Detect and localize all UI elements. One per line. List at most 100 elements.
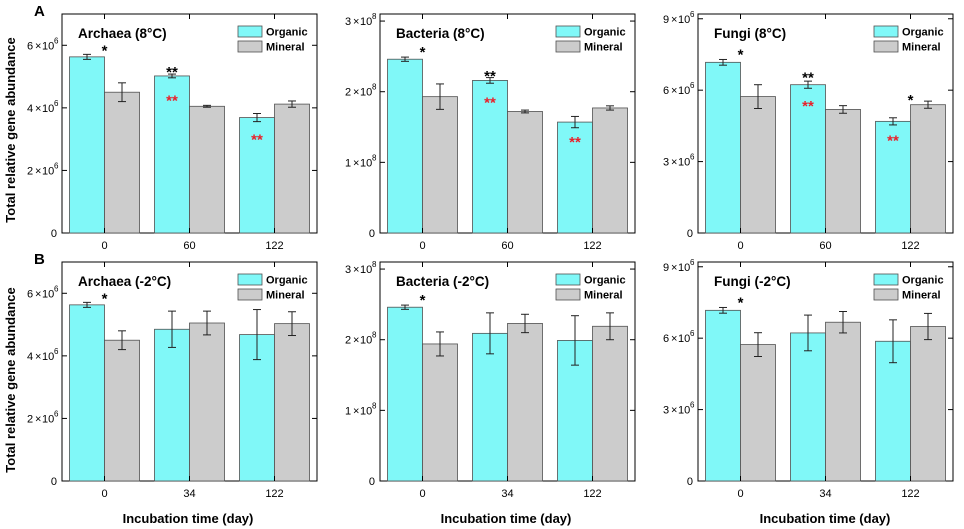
chart-2-bar-mineral-122: [910, 104, 946, 234]
chart-5-ytick-times: ×: [671, 262, 677, 274]
panel-label-a: A: [34, 3, 45, 20]
chart-1-ytick-times: ×: [353, 16, 359, 28]
chart-5-bar-mineral-122: [910, 326, 946, 482]
chart-3-bar-organic-0: [69, 304, 105, 482]
chart-3-bar-mineral-122: [274, 323, 310, 482]
chart-4-bar-organic-0: [387, 306, 423, 482]
chart-4-legend-label-organic: Organic: [584, 275, 626, 287]
chart-1-legend-label-mineral: Mineral: [584, 42, 623, 54]
chart-1-ytick-exponent: 8: [372, 153, 377, 162]
chart-2-legend-swatch-organic: [873, 25, 899, 38]
chart-4: 01 × 10 82 × 10 83 × 10 80 34 122*Bacteria (-2°C) Or…: [345, 260, 636, 500]
chart-1-bar-organic-122: [557, 121, 593, 234]
chart-0-legend-label-mineral: Mineral: [266, 42, 305, 54]
chart-5-ytick-label: 6: [663, 333, 669, 345]
chart-0-ytick-label: 4: [27, 103, 33, 115]
chart-3-ytick-label: 4: [27, 351, 33, 363]
chart-3-bar-organic-34: [154, 328, 190, 482]
chart-2-ytick-times: ×: [671, 14, 677, 26]
chart-5-bar-mineral-34: [825, 321, 861, 482]
chart-2-ytick-exponent: 6: [690, 153, 695, 162]
chart-1-significance-marker: **: [569, 134, 581, 151]
chart-4-ytick-label: 0: [369, 476, 375, 488]
chart-2-ytick-exponent: 6: [690, 10, 695, 19]
chart-2-ytick-label: 9: [663, 14, 669, 26]
chart-5-bar-organic-0: [705, 309, 741, 482]
chart-4-ytick-base: 10: [360, 264, 372, 276]
chart-5-bar-organic-34: [790, 332, 826, 482]
chart-2-ytick-base: 10: [678, 14, 690, 26]
chart-3-ytick-label: 2: [27, 413, 33, 425]
chart-0-ytick-exponent: 6: [54, 161, 59, 170]
chart-5-ytick-label: 9: [663, 262, 669, 274]
chart-1-ytick-exponent: 8: [372, 12, 377, 21]
chart-0-significance-marker: **: [166, 64, 178, 81]
chart-0-ytick-base: 10: [42, 40, 54, 52]
chart-1-significance-marker: **: [484, 94, 496, 111]
chart-panels: 02 × 10 64 × 10 66 × 10 60 60 122*******Archaea (8°…: [27, 10, 954, 500]
chart-5-legend-label-organic: Organic: [902, 275, 944, 287]
chart-2-ytick-label: 0: [687, 228, 693, 240]
chart-3-legend-label-organic: Organic: [266, 275, 308, 287]
chart-1-bar-mineral-122: [592, 107, 628, 234]
chart-0-title: Archaea (8°C): [78, 26, 167, 41]
chart-1-xtick-label: 0: [419, 240, 425, 252]
chart-1-ytick-base: 10: [360, 157, 372, 169]
chart-4-bar-mineral-0: [422, 343, 458, 482]
chart-1-ytick-times: ×: [353, 87, 359, 99]
chart-0-bar-mineral-60: [189, 105, 225, 234]
chart-3-ytick-times: ×: [35, 288, 41, 300]
chart-4-ytick-label: 1: [345, 405, 351, 417]
chart-2-bar-organic-0: [705, 61, 741, 234]
chart-0-ytick-times: ×: [35, 103, 41, 115]
chart-3-ytick-exponent: 6: [54, 347, 59, 356]
chart-2-significance-marker: **: [802, 98, 814, 115]
chart-5-legend-swatch-mineral: [873, 288, 899, 301]
chart-4-ytick-base: 10: [360, 405, 372, 417]
chart-2-legend-label-mineral: Mineral: [902, 42, 941, 54]
chart-3-xtick-label: 0: [101, 488, 107, 500]
chart-5-xtick-label: 34: [819, 488, 831, 500]
chart-0-ytick-times: ×: [35, 165, 41, 177]
chart-3-ytick-base: 10: [42, 413, 54, 425]
chart-4-ytick-times: ×: [353, 405, 359, 417]
chart-3-significance-marker: *: [102, 290, 108, 307]
chart-5-ytick-exponent: 6: [690, 329, 695, 338]
chart-0-xtick-label: 0: [101, 240, 107, 252]
chart-4-ytick-exponent: 8: [372, 260, 377, 269]
chart-0-bar-mineral-0: [104, 91, 140, 234]
chart-1-bar-organic-60: [472, 80, 508, 234]
chart-2-significance-marker: **: [802, 69, 814, 86]
chart-5-title: Fungi (-2°C): [714, 274, 791, 289]
chart-1-xtick-label: 122: [583, 240, 601, 252]
chart-0-xtick-label: 122: [265, 240, 283, 252]
chart-2-significance-marker: *: [738, 47, 744, 64]
chart-0-ytick-label: 0: [51, 228, 57, 240]
chart-0-bar-mineral-122: [274, 103, 310, 234]
chart-0-xtick-label: 60: [183, 240, 195, 252]
chart-4-ytick-times: ×: [353, 335, 359, 347]
chart-5-ytick-label: 0: [687, 476, 693, 488]
chart-5-xtick-label: 0: [737, 488, 743, 500]
chart-5-significance-marker: *: [738, 295, 744, 312]
chart-4-title: Bacteria (-2°C): [396, 274, 489, 289]
chart-1-ytick-label: 1: [345, 157, 351, 169]
chart-5-ytick-exponent: 6: [690, 401, 695, 410]
chart-3-ytick-label: 6: [27, 288, 33, 300]
chart-4-legend-label-mineral: Mineral: [584, 290, 623, 302]
chart-2-ytick-label: 3: [663, 157, 669, 169]
y-axis-title-top: Total relative gene abundance: [3, 37, 18, 222]
chart-2: 03 × 10 66 × 10 69 × 10 60 60 122***** ***Fungi (8°C…: [663, 10, 954, 252]
chart-1-ytick-times: ×: [353, 157, 359, 169]
chart-1-title: Bacteria (8°C): [396, 26, 485, 41]
chart-4-bar-mineral-34: [507, 323, 543, 482]
chart-0-ytick-label: 2: [27, 165, 33, 177]
chart-3-bar-mineral-34: [189, 322, 225, 482]
chart-3-xtick-label: 122: [265, 488, 283, 500]
chart-4-xtick-label: 0: [419, 488, 425, 500]
chart-4-xtick-label: 34: [501, 488, 513, 500]
chart-0-legend-label-organic: Organic: [266, 27, 308, 39]
chart-0-ytick-times: ×: [35, 40, 41, 52]
chart-4-ytick-exponent: 8: [372, 331, 377, 340]
